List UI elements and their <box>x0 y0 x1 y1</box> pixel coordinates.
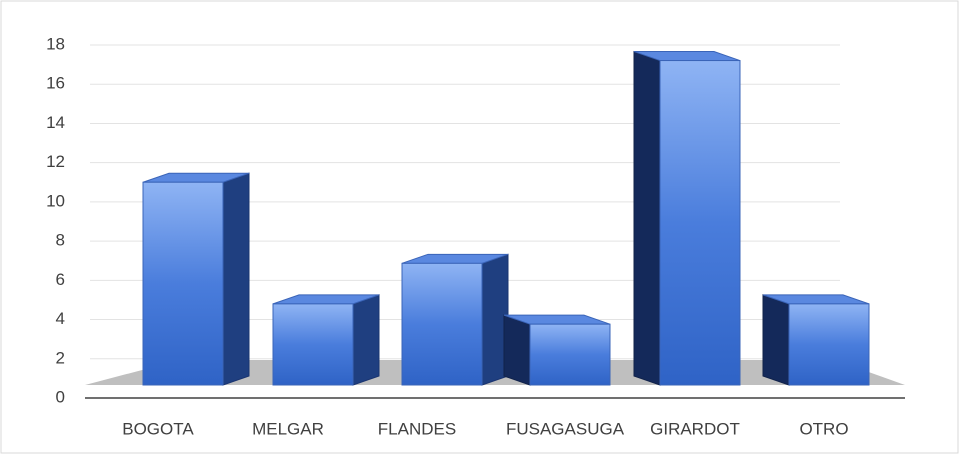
y-tick-label: 10 <box>46 191 65 210</box>
bar-front <box>529 323 611 386</box>
y-tick-label: 8 <box>56 231 65 250</box>
bar-front <box>142 181 224 386</box>
bar-side <box>503 314 531 386</box>
bar <box>272 294 380 386</box>
x-tick-label: OTRO <box>799 419 848 438</box>
x-tick-label: FUSAGASUGA <box>506 419 625 438</box>
x-tick-label: MELGAR <box>252 419 324 438</box>
y-tick-label: 14 <box>46 113 65 132</box>
bar-front <box>401 262 483 386</box>
y-tick-label: 18 <box>46 34 65 53</box>
y-tick-label: 0 <box>56 387 65 406</box>
bar-front <box>788 303 870 386</box>
y-tick-label: 12 <box>46 152 65 171</box>
bar-side <box>222 172 250 386</box>
bar <box>633 50 741 386</box>
bar <box>762 294 870 386</box>
bar-side <box>352 294 380 386</box>
bar <box>401 253 509 386</box>
y-tick-label: 4 <box>56 309 65 328</box>
y-tick-label: 16 <box>46 74 65 93</box>
y-tick-label: 2 <box>56 348 65 367</box>
x-tick-label: BOGOTA <box>122 419 194 438</box>
bar <box>503 314 611 386</box>
bar-front <box>272 303 354 386</box>
x-tick-label: GIRARDOT <box>650 419 740 438</box>
bar-side <box>762 294 790 386</box>
x-tick-label: FLANDES <box>378 419 456 438</box>
y-tick-label: 6 <box>56 270 65 289</box>
bar-side <box>633 50 661 386</box>
bar-front <box>659 60 741 386</box>
bar <box>142 172 250 386</box>
